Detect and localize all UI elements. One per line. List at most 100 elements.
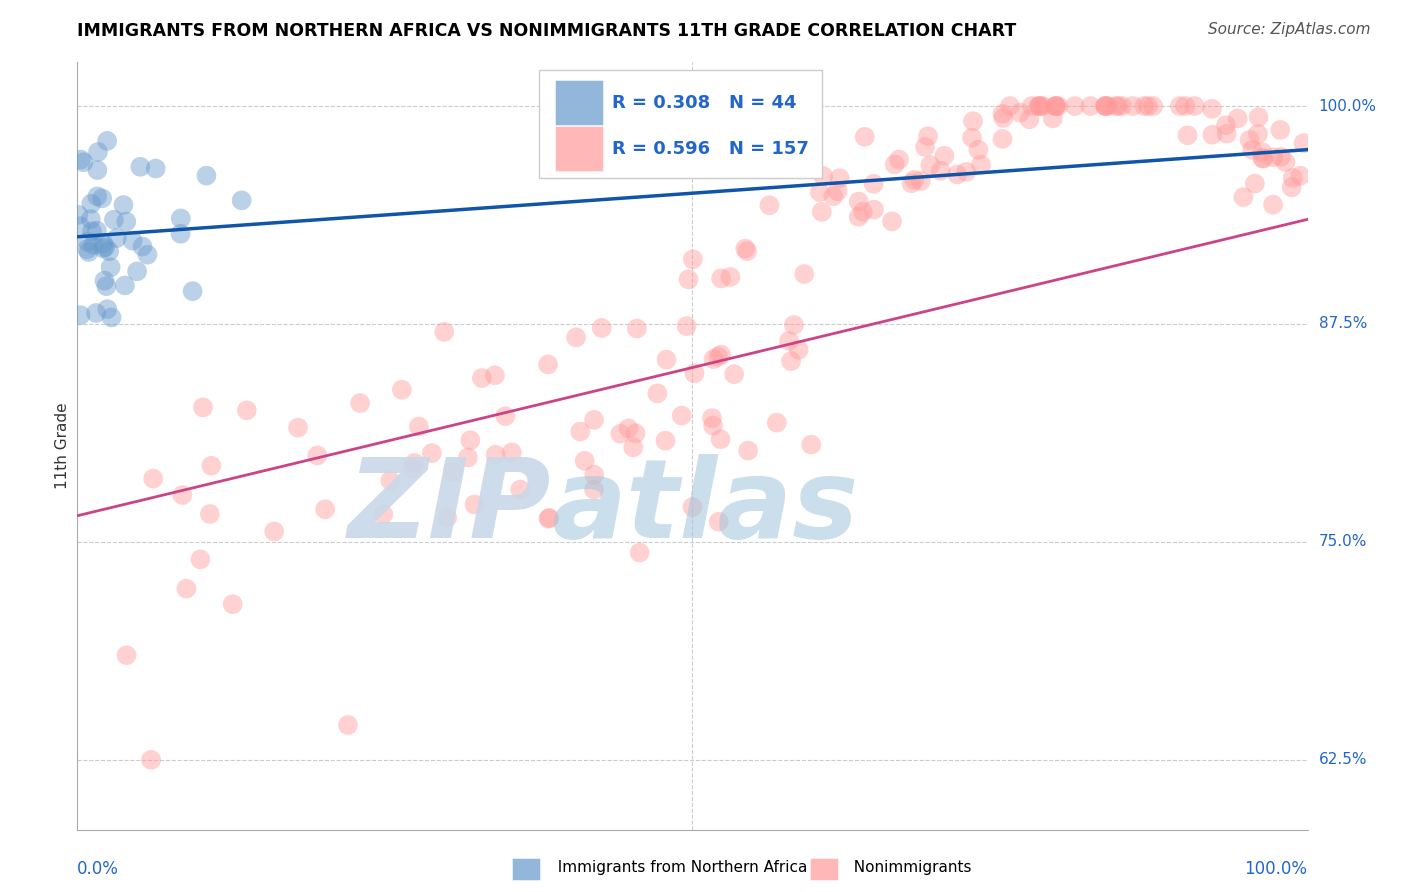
Point	[131, 239, 153, 253]
Point	[702, 418, 724, 433]
Text: 100.0%: 100.0%	[1319, 98, 1376, 113]
Point	[565, 330, 588, 344]
Point	[236, 403, 259, 417]
Point	[671, 409, 693, 423]
Point	[955, 165, 977, 179]
Point	[929, 163, 952, 178]
Point	[1201, 102, 1223, 116]
Point	[94, 240, 117, 254]
Text: ZIP: ZIP	[347, 454, 551, 561]
Point	[1232, 190, 1254, 204]
Point	[200, 458, 222, 473]
Point	[718, 269, 741, 284]
Point	[1042, 112, 1064, 126]
Text: R = 0.308   N = 44: R = 0.308 N = 44	[613, 94, 797, 112]
Point	[1177, 128, 1199, 143]
Point	[80, 196, 103, 211]
Point	[700, 411, 723, 425]
Point	[1094, 99, 1116, 113]
Point	[83, 238, 105, 252]
Point	[221, 597, 243, 611]
Point	[1239, 133, 1261, 147]
Point	[723, 367, 745, 381]
Point	[198, 507, 221, 521]
Point	[169, 227, 191, 241]
Point	[583, 413, 606, 427]
Text: Source: ZipAtlas.com: Source: ZipAtlas.com	[1208, 22, 1371, 37]
Point	[91, 191, 114, 205]
Point	[433, 325, 456, 339]
Point	[136, 248, 159, 262]
Point	[485, 448, 508, 462]
Point	[1122, 99, 1144, 113]
Point	[98, 244, 121, 259]
Point	[1226, 112, 1249, 126]
Point	[609, 426, 631, 441]
Point	[77, 245, 100, 260]
Point	[1047, 99, 1070, 113]
Point	[172, 488, 194, 502]
Point	[655, 352, 678, 367]
Point	[682, 252, 704, 267]
Point	[583, 467, 606, 482]
Point	[91, 242, 114, 256]
Point	[758, 198, 780, 212]
Point	[114, 278, 136, 293]
Point	[537, 358, 560, 372]
Point	[72, 155, 94, 169]
Point	[195, 169, 218, 183]
Point	[80, 224, 103, 238]
Point	[1045, 99, 1067, 113]
Point	[538, 511, 561, 525]
Point	[1010, 105, 1032, 120]
Point	[848, 210, 870, 224]
Point	[314, 502, 336, 516]
Point	[1201, 128, 1223, 142]
Point	[917, 129, 939, 144]
Point	[115, 214, 138, 228]
Text: R = 0.596   N = 157: R = 0.596 N = 157	[613, 140, 810, 158]
Point	[1018, 112, 1040, 127]
Point	[970, 158, 993, 172]
Text: 100.0%: 100.0%	[1244, 860, 1308, 878]
Point	[1021, 99, 1043, 113]
Point	[337, 718, 360, 732]
Point	[1136, 99, 1159, 113]
Point	[494, 409, 516, 424]
Point	[583, 483, 606, 497]
Point	[69, 153, 91, 167]
Point	[441, 465, 464, 479]
Point	[991, 132, 1014, 146]
Point	[391, 383, 413, 397]
Point	[457, 450, 479, 465]
Point	[800, 437, 823, 451]
Text: Immigrants from Northern Africa: Immigrants from Northern Africa	[548, 860, 807, 874]
Point	[765, 416, 787, 430]
Point	[1292, 136, 1315, 150]
Point	[1270, 123, 1292, 137]
Point	[710, 348, 733, 362]
Point	[682, 500, 704, 514]
Point	[80, 212, 103, 227]
Point	[231, 194, 253, 208]
Point	[1289, 169, 1312, 183]
Point	[1094, 99, 1116, 113]
Point	[811, 169, 834, 183]
Point	[1174, 99, 1197, 113]
Point	[675, 319, 697, 334]
Point	[1281, 170, 1303, 185]
Point	[76, 235, 98, 249]
Point	[408, 419, 430, 434]
Point	[100, 260, 122, 275]
Point	[934, 149, 956, 163]
Point	[960, 130, 983, 145]
Point	[69, 219, 91, 234]
Point	[1111, 99, 1133, 113]
Point	[1184, 99, 1206, 113]
Point	[1045, 99, 1067, 113]
Point	[848, 194, 870, 209]
Point	[380, 474, 402, 488]
Point	[887, 153, 910, 167]
Point	[647, 386, 669, 401]
Point	[903, 173, 925, 187]
